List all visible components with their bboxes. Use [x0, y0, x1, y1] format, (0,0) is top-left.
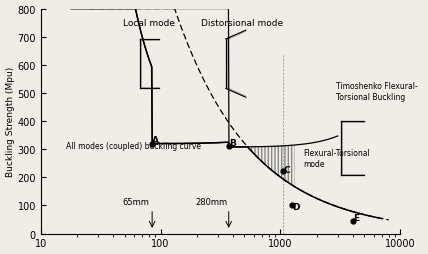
Text: C: C: [283, 166, 290, 174]
Text: Distorsional mode: Distorsional mode: [201, 19, 283, 27]
Text: A: A: [152, 135, 159, 144]
Text: B: B: [229, 138, 235, 147]
Y-axis label: Buckling Strength (Mpu): Buckling Strength (Mpu): [6, 67, 15, 177]
Text: Flexural-Torsional
mode: Flexural-Torsional mode: [303, 148, 370, 168]
Text: D: D: [292, 203, 300, 212]
Text: 280mm: 280mm: [195, 197, 227, 206]
Text: All modes (coupled) buckling curve: All modes (coupled) buckling curve: [66, 141, 201, 150]
Text: Timoshenko Flexural-
Torsional Buckling: Timoshenko Flexural- Torsional Buckling: [336, 81, 417, 101]
Text: Local mode: Local mode: [122, 19, 175, 27]
Text: 65mm: 65mm: [122, 197, 149, 206]
Text: E: E: [353, 213, 359, 222]
